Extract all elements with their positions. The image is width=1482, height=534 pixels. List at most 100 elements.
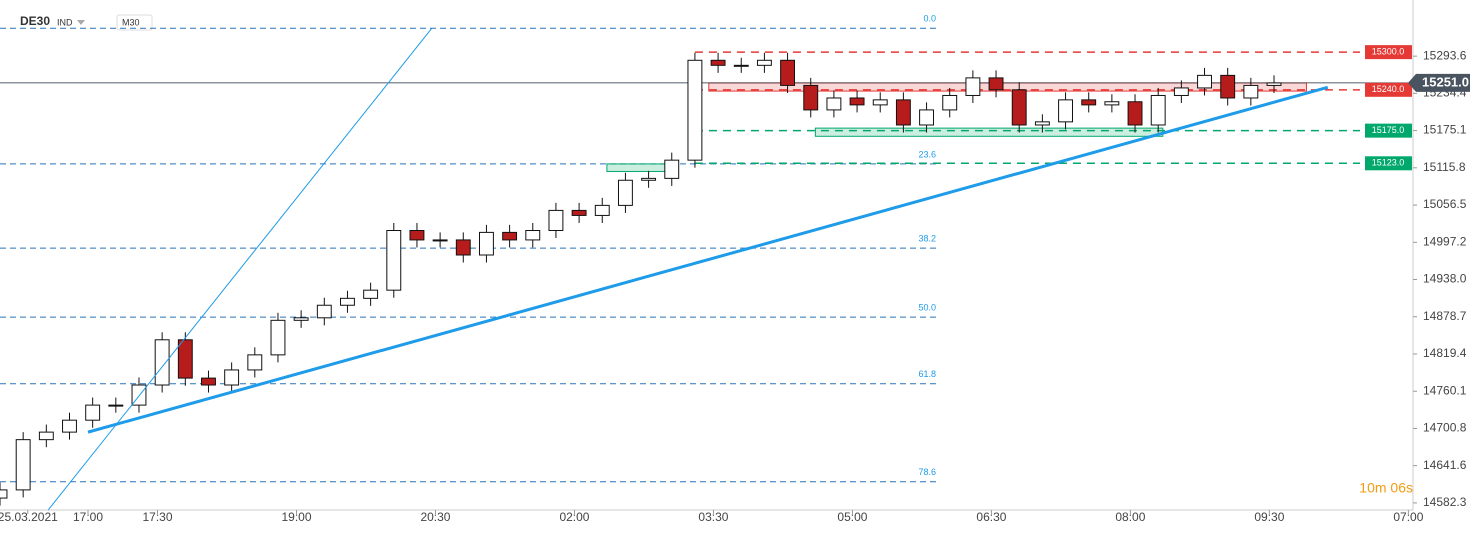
candle-body: [895, 99, 911, 126]
candle-body: [1058, 99, 1073, 123]
x-tick-label: 17:00: [73, 510, 103, 524]
candle-body: [525, 230, 541, 241]
y-tick-label: 14700.8: [1423, 421, 1467, 435]
candle-body: [826, 97, 842, 111]
countdown: 10m 06s: [1359, 480, 1413, 496]
x-tick-label: 02:00: [559, 510, 589, 524]
current-price-badge: [1408, 73, 1470, 92]
zone: [814, 127, 1164, 137]
y-tick-label: 14878.7: [1423, 309, 1467, 323]
y-tick-label: 14582.3: [1423, 495, 1467, 509]
candle-body: [548, 209, 564, 232]
candle-body: [710, 59, 726, 66]
instrument-type: IND: [57, 17, 73, 27]
level-label: 15240.0: [1372, 84, 1405, 94]
candle-body: [224, 369, 240, 386]
candle-body: [502, 231, 518, 241]
dropdown-arrow[interactable]: [77, 20, 85, 25]
candle-body: [780, 59, 796, 86]
x-tick-label: 17:30: [142, 510, 172, 524]
candle-body: [270, 319, 286, 356]
symbol: DE30: [20, 14, 50, 28]
level-label: 15175.0: [1372, 125, 1405, 135]
interval-box[interactable]: [116, 14, 153, 31]
candle-body: [1081, 99, 1097, 106]
candle-body: [363, 289, 379, 299]
interval[interactable]: M30: [122, 17, 140, 27]
candle-body: [1220, 74, 1236, 99]
zone: [606, 163, 673, 172]
y-tick-label: 14641.6: [1423, 458, 1467, 472]
level-badge: [1365, 156, 1412, 171]
candle-body: [85, 404, 101, 421]
candle-body: [942, 94, 958, 111]
candle-body: [756, 59, 772, 66]
candle-body: [409, 230, 425, 241]
x-tick-label: 20:30: [420, 510, 450, 524]
fib-label: 23.6: [918, 149, 936, 159]
candle-body: [108, 404, 124, 407]
candle-body: [803, 84, 819, 111]
candle-body: [316, 304, 332, 319]
y-tick-label: 14819.4: [1423, 346, 1467, 360]
candle-body: [478, 231, 494, 256]
candle-body: [571, 209, 587, 216]
candle-body: [1034, 121, 1050, 126]
level-badge: [1365, 45, 1412, 60]
x-tick-label: 19:00: [281, 510, 311, 524]
candle-body: [687, 59, 703, 161]
x-tick-label: 09:30: [1254, 510, 1284, 524]
candle-body: [733, 64, 749, 67]
current-price-label: 15251.0: [1422, 74, 1469, 89]
y-tick-label: 15293.6: [1423, 48, 1467, 62]
candle-body: [293, 317, 309, 321]
candle-body: [1243, 84, 1259, 99]
candle-body: [247, 354, 263, 371]
candle-body: [1127, 101, 1143, 126]
y-tick-label: 15175.1: [1423, 123, 1467, 137]
candle-body: [1104, 101, 1120, 106]
y-tick-label: 15056.5: [1423, 197, 1467, 211]
candle-body: [177, 339, 193, 379]
candle-body: [849, 97, 865, 106]
candle-body: [664, 159, 680, 179]
candle-body: [15, 439, 31, 491]
candle-body: [594, 204, 610, 216]
y-tick-label: 15115.8: [1423, 160, 1466, 174]
candle-body: [919, 109, 935, 126]
fib-label: 0.0: [923, 14, 936, 24]
x-tick-label: 08:00: [1115, 510, 1145, 524]
candle-body: [432, 239, 448, 242]
candle-body: [154, 339, 170, 386]
level-label: 15123.0: [1372, 158, 1405, 168]
x-tick-label: 25.03.2021: [0, 510, 58, 524]
x-tick-label: 07:00: [1393, 510, 1423, 524]
candle-body: [872, 99, 888, 106]
y-tick-label: 14997.2: [1423, 234, 1467, 248]
level-badge: [1365, 123, 1412, 138]
level-badge: [1365, 82, 1412, 97]
fib-label: 38.2: [918, 233, 936, 243]
trendline: [87, 85, 1329, 434]
candle-body: [1197, 74, 1212, 89]
x-tick-label: 03:30: [698, 510, 728, 524]
candle-body: [965, 77, 981, 96]
y-tick-label: 14760.1: [1423, 383, 1467, 397]
x-tick-label: 05:00: [837, 510, 867, 524]
candle-body: [1011, 89, 1027, 126]
fib-label: 50.0: [918, 303, 936, 313]
candle-body: [988, 77, 1004, 91]
x-tick-label: 06:30: [976, 510, 1006, 524]
candle-body: [617, 179, 633, 206]
candle-body: [386, 230, 402, 291]
candle-body: [1173, 87, 1189, 96]
fib-label: 78.6: [918, 467, 936, 477]
candle-body: [455, 239, 471, 256]
candle-body: [38, 431, 54, 441]
candle-body: [1150, 94, 1166, 126]
candle-body: [641, 177, 657, 181]
candle-body: [201, 377, 216, 386]
candle-body: [340, 297, 355, 306]
